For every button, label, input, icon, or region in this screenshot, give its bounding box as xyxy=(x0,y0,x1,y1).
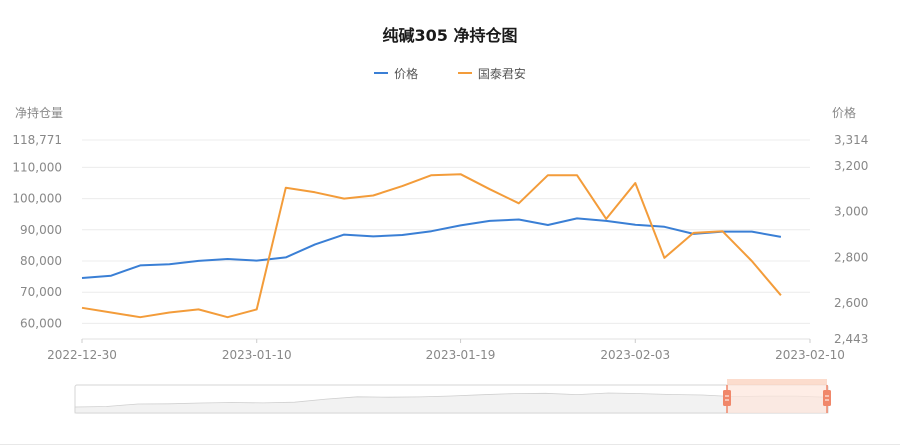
legend: 价格 国泰君安 xyxy=(0,63,900,82)
right-tick-label: 2,443 xyxy=(834,332,868,346)
left-tick-label: 100,000 xyxy=(12,192,62,206)
data-zoom-handle-right[interactable] xyxy=(823,390,831,406)
x-tick-label: 2023-01-10 xyxy=(222,348,292,362)
x-tick-label: 2023-02-10 xyxy=(775,348,845,362)
legend-swatch-price xyxy=(374,72,389,74)
x-tick-label: 2023-01-19 xyxy=(426,348,496,362)
right-tick-label: 3,000 xyxy=(834,205,868,219)
right-axis-name: 价格 xyxy=(832,106,857,120)
legend-swatch-gtja xyxy=(457,72,472,74)
series-line-0[interactable] xyxy=(81,217,782,279)
right-tick-label: 2,600 xyxy=(834,296,868,310)
legend-label-price: 价格 xyxy=(394,66,419,81)
left-tick-label: 80,000 xyxy=(20,254,62,268)
left-tick-label: 60,000 xyxy=(20,316,62,330)
x-tick-label: 2022-12-30 xyxy=(47,348,117,362)
chart-title: 纯碱305 净持仓图 xyxy=(382,26,518,45)
series-line-1[interactable] xyxy=(81,173,782,319)
right-tick-label: 2,800 xyxy=(834,250,868,264)
bottom-divider xyxy=(0,444,900,445)
left-tick-label: 70,000 xyxy=(20,285,62,299)
left-tick-label: 90,000 xyxy=(20,223,62,237)
left-axis-name: 净持仓量 xyxy=(15,106,64,120)
data-zoom-window-top[interactable] xyxy=(727,379,827,385)
x-tick-label: 2023-02-03 xyxy=(600,348,670,362)
legend-item-price[interactable]: 价格 xyxy=(374,65,418,82)
right-tick-label: 3,200 xyxy=(834,159,868,173)
data-zoom-window[interactable] xyxy=(727,385,827,413)
legend-item-gtja[interactable]: 国泰君安 xyxy=(457,65,526,82)
legend-label-gtja: 国泰君安 xyxy=(477,66,526,81)
right-tick-label: 3,314 xyxy=(834,133,868,147)
left-tick-label: 110,000 xyxy=(12,160,62,174)
left-tick-label: 118,771 xyxy=(12,133,62,147)
data-zoom-handle-left[interactable] xyxy=(723,390,731,406)
